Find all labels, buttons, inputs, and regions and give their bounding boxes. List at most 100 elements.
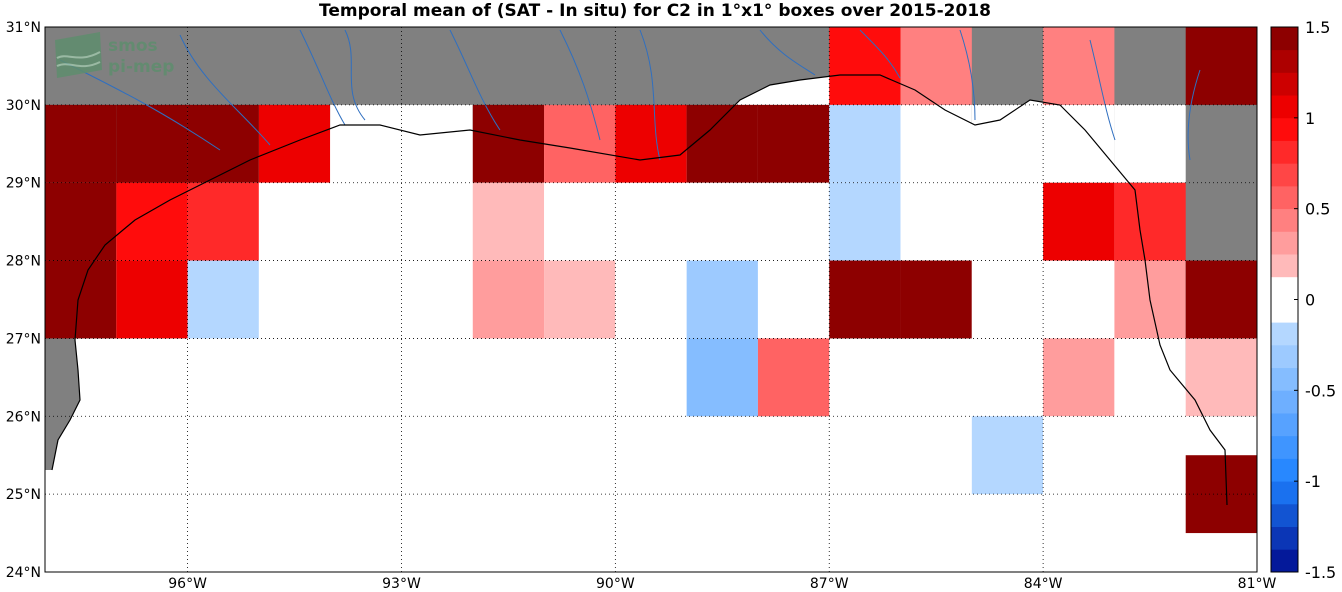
- anomaly-boxes: [45, 27, 1257, 534]
- river-line: [179, 34, 271, 146]
- longitude-tick-label: 84°W: [1024, 576, 1063, 592]
- anomaly-box: [757, 182, 830, 261]
- colorbar-segment: [1271, 435, 1298, 459]
- logo-text-smos: smos: [108, 36, 158, 56]
- anomaly-box: [116, 104, 188, 183]
- river-line: [639, 29, 661, 161]
- anomaly-box: [829, 182, 901, 261]
- anomaly-box: [829, 27, 901, 105]
- anomaly-box: [1043, 416, 1115, 495]
- colorbar-segment: [1271, 140, 1298, 164]
- river-line: [859, 29, 901, 79]
- river-line: [559, 29, 601, 141]
- anomaly-box: [971, 182, 1044, 261]
- colorbar-segment: [1271, 526, 1298, 550]
- anomaly-box: [971, 416, 1044, 495]
- colorbar-tick-label: -1: [1305, 472, 1321, 491]
- latitude-tick-label: 27°N: [6, 331, 41, 347]
- map-frame: [44, 26, 1258, 573]
- anomaly-box: [187, 182, 259, 261]
- anomaly-box: [900, 104, 972, 183]
- anomaly-box: [1185, 338, 1257, 417]
- river-line: [449, 29, 501, 131]
- latitude-tick-label: 29°N: [6, 176, 41, 192]
- anomaly-box: [900, 27, 972, 105]
- river-line: [1187, 69, 1201, 161]
- anomaly-box: [1114, 104, 1186, 183]
- colorbar-segment: [1271, 390, 1298, 414]
- anomaly-box: [330, 104, 402, 183]
- anomaly-box: [829, 260, 901, 339]
- anomaly-box: [615, 260, 687, 339]
- river-line: [344, 29, 366, 121]
- colorbar-segment: [1271, 299, 1298, 323]
- anomaly-box: [472, 182, 545, 261]
- anomaly-box: [686, 182, 758, 261]
- anomaly-box: [757, 338, 830, 417]
- anomaly-box: [258, 260, 331, 339]
- latitude-tick-label: 24°N: [6, 565, 41, 581]
- anomaly-box: [45, 260, 117, 339]
- anomaly-box: [401, 260, 473, 339]
- latitude-tick-label: 28°N: [6, 254, 41, 270]
- colorbar-tick-label: 1: [1305, 109, 1315, 128]
- colorbar-segment: [1271, 503, 1298, 527]
- colorbar-segment: [1271, 95, 1298, 119]
- coastline: [51, 74, 1228, 506]
- anomaly-box: [900, 260, 972, 339]
- anomaly-box: [686, 338, 758, 417]
- anomaly-box: [971, 104, 1044, 183]
- colorbar-segment: [1271, 413, 1298, 437]
- longitude-tick-label: 90°W: [596, 576, 635, 592]
- colorbar-segment: [1271, 231, 1298, 255]
- figure-title: Temporal mean of (SAT - In situ) for C2 …: [319, 1, 991, 21]
- anomaly-box: [757, 260, 830, 339]
- latitude-tick-label: 25°N: [6, 487, 41, 503]
- anomaly-box: [1043, 27, 1115, 105]
- anomaly-box: [45, 104, 117, 183]
- anomaly-box: [544, 182, 616, 261]
- anomaly-box: [1043, 260, 1115, 339]
- anomaly-box: [544, 104, 616, 183]
- anomaly-box: [1043, 104, 1115, 183]
- colorbar-tick-label: -1.5: [1305, 563, 1336, 582]
- river-line: [1089, 39, 1116, 141]
- longitude-tick-label: 93°W: [382, 576, 421, 592]
- longitude-tick-label: 96°W: [168, 576, 207, 592]
- latitude-tick-label: 31°N: [6, 20, 41, 36]
- colorbar-segment: [1271, 254, 1298, 278]
- longitude-labels: 96°W 93°W 90°W 87°W 84°W 81°W: [168, 576, 1276, 592]
- anomaly-box: [116, 182, 188, 261]
- colorbar-segment: [1271, 367, 1298, 391]
- anomaly-box: [971, 260, 1044, 339]
- anomaly-box: [615, 182, 687, 261]
- anomaly-box: [116, 260, 188, 339]
- colorbar-segment: [1271, 27, 1298, 51]
- anomaly-box: [686, 104, 758, 183]
- colorbar-tick-label: -0.5: [1305, 381, 1336, 400]
- colorbar-segment: [1271, 549, 1298, 573]
- river-line: [299, 29, 346, 126]
- anomaly-box: [544, 260, 616, 339]
- anomaly-box: [900, 182, 972, 261]
- colorbar-labels: 1.5 1 0.5 0 -0.5 -1 -1.5: [1294, 18, 1336, 582]
- anomaly-box: [615, 104, 687, 183]
- colorbar-segment: [1271, 344, 1298, 369]
- anomaly-box: [1114, 182, 1186, 261]
- colorbar-segment: [1271, 276, 1298, 300]
- anomaly-box: [686, 260, 758, 339]
- colorbar-tick-label: 1.5: [1305, 18, 1330, 37]
- anomaly-box: [258, 104, 331, 183]
- logo-wave-icon: [56, 51, 101, 68]
- logo-text-pi-mep: pi-mep: [108, 57, 174, 77]
- anomaly-box: [401, 182, 473, 261]
- colorbar-segment: [1271, 322, 1298, 346]
- longitude-tick-label: 87°W: [810, 576, 849, 592]
- anomaly-box: [472, 260, 545, 339]
- anomaly-box: [829, 104, 901, 183]
- map-area[interactable]: smos pi-mep: [45, 0, 1257, 572]
- colorbar: [1270, 26, 1299, 573]
- river-line: [959, 29, 976, 121]
- longitude-tick-label: 81°W: [1238, 576, 1277, 592]
